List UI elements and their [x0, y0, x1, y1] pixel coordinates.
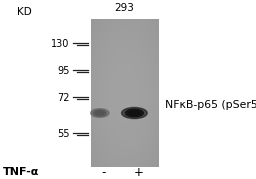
Text: +: +	[134, 166, 143, 179]
Ellipse shape	[125, 109, 143, 117]
Ellipse shape	[122, 107, 147, 118]
Text: KD: KD	[17, 7, 32, 17]
Text: 95: 95	[57, 66, 70, 76]
Text: 55: 55	[57, 129, 70, 139]
Text: 72: 72	[57, 93, 70, 103]
Ellipse shape	[96, 111, 104, 115]
Text: -: -	[102, 166, 106, 179]
Ellipse shape	[91, 109, 109, 117]
Text: NFκB-p65 (pSer529): NFκB-p65 (pSer529)	[165, 100, 256, 110]
Text: 293: 293	[115, 3, 135, 13]
Ellipse shape	[129, 110, 140, 115]
Text: 130: 130	[51, 39, 70, 49]
Text: TNF-α: TNF-α	[3, 167, 39, 177]
Ellipse shape	[93, 110, 106, 116]
